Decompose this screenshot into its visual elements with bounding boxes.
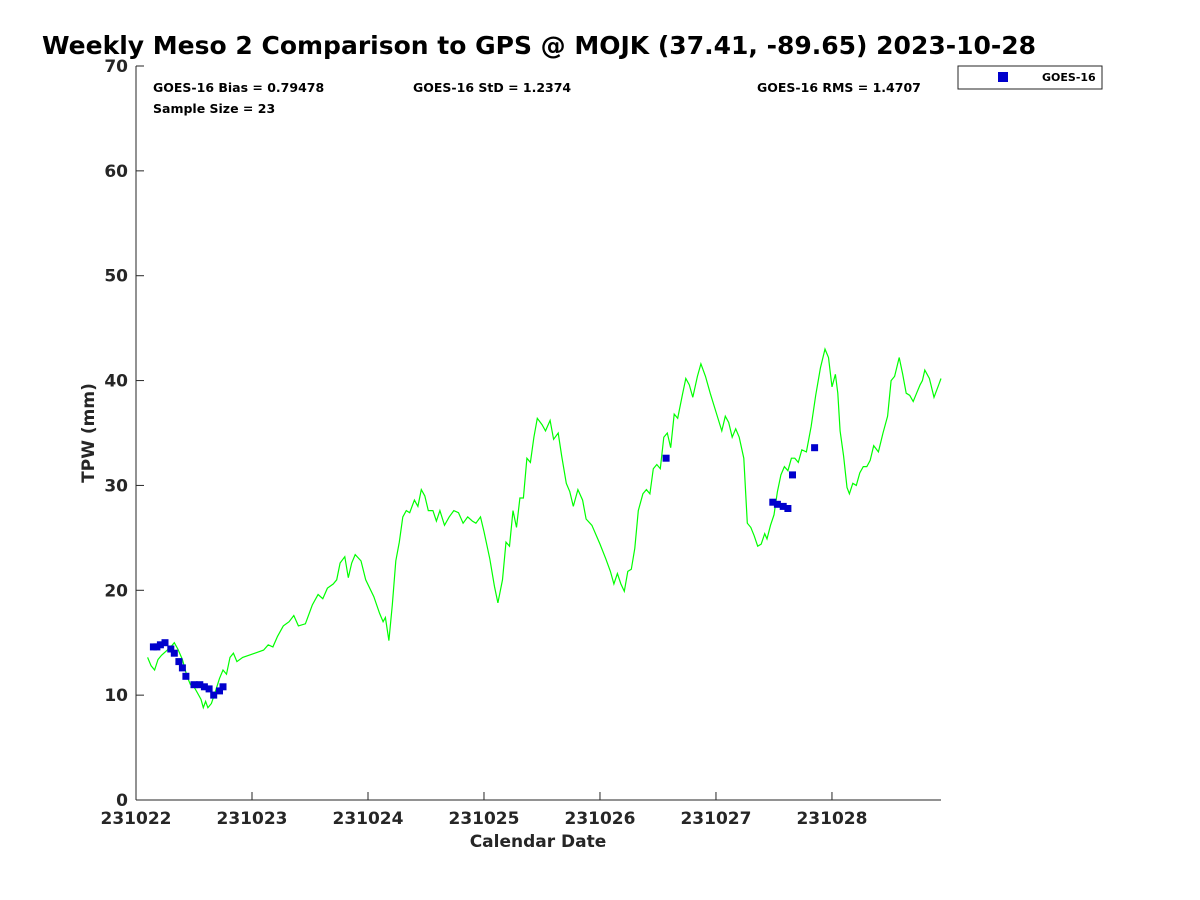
- y-tick-label-3: 30: [104, 476, 128, 496]
- goes16-point-7: [178, 664, 186, 672]
- goes16-point-15: [219, 683, 227, 691]
- goes16-point-21: [789, 471, 796, 479]
- y-axis-label: TPW (mm): [79, 383, 99, 483]
- sample-size-stat: Sample Size = 23: [153, 101, 275, 116]
- goes16-point-8: [182, 672, 190, 680]
- y-tick-label-4: 40: [104, 372, 128, 392]
- goes16-point-22: [811, 444, 819, 452]
- goes16-point-9: [190, 681, 198, 689]
- goes16-point-20: [784, 505, 792, 512]
- x-tick-label-0: 231022: [101, 809, 172, 829]
- goes16-point-10: [196, 681, 204, 689]
- legend-marker-goes16: [998, 72, 1008, 82]
- legend-box: [957, 65, 1103, 90]
- y-tick-label-6: 60: [104, 162, 128, 182]
- y-tick-label-5: 50: [104, 267, 128, 287]
- chart-title: Weekly Meso 2 Comparison to GPS @ MOJK (…: [42, 31, 1036, 60]
- rms-stat: GOES-16 RMS = 1.4707: [757, 80, 921, 95]
- x-axis-label: Calendar Date: [470, 832, 607, 852]
- x-tick-label-1: 231023: [217, 809, 288, 829]
- goes16-point-5: [170, 649, 178, 657]
- legend: GOES-16: [957, 65, 1103, 90]
- x-tick-label-4: 231026: [564, 809, 635, 829]
- goes16-point-12: [205, 685, 213, 693]
- legend-label-goes16: GOES-16: [1042, 71, 1096, 84]
- goes16-point-13: [210, 691, 218, 699]
- x-tick-label-3: 231025: [448, 809, 519, 829]
- goes16-point-4: [167, 645, 175, 653]
- goes16-point-14: [216, 687, 223, 695]
- y-tick-label-7: 70: [104, 57, 128, 77]
- goes16-point-6: [175, 658, 183, 666]
- x-tick-label-2: 231024: [332, 809, 403, 829]
- goes16-point-18: [773, 500, 781, 508]
- goes16-point-2: [156, 641, 164, 649]
- goes16-point-11: [200, 683, 208, 691]
- tick-layer: 231022 231023 231024 231025 231026 231027 2310…: [101, 57, 868, 829]
- std-stat: GOES-16 StD = 1.2374: [413, 80, 571, 95]
- y-tick-label-2: 20: [104, 581, 128, 601]
- x-tick-label-6: 231028: [796, 809, 867, 829]
- goes16-point-19: [779, 502, 787, 510]
- plot-area: 231022 231023 231024 231025 231026 231027 2310…: [101, 57, 942, 829]
- series-layer: [147, 347, 942, 710]
- y-tick-label-0: 0: [116, 791, 128, 811]
- goes16-point-17: [769, 498, 777, 506]
- goes16-point-3: [161, 639, 169, 647]
- bias-stat: GOES-16 Bias = 0.79478: [153, 80, 324, 95]
- gps-tpw-line: [147, 347, 942, 710]
- x-tick-label-5: 231027: [680, 809, 751, 829]
- y-tick-label-1: 10: [104, 686, 128, 706]
- goes16-point-16: [662, 454, 670, 462]
